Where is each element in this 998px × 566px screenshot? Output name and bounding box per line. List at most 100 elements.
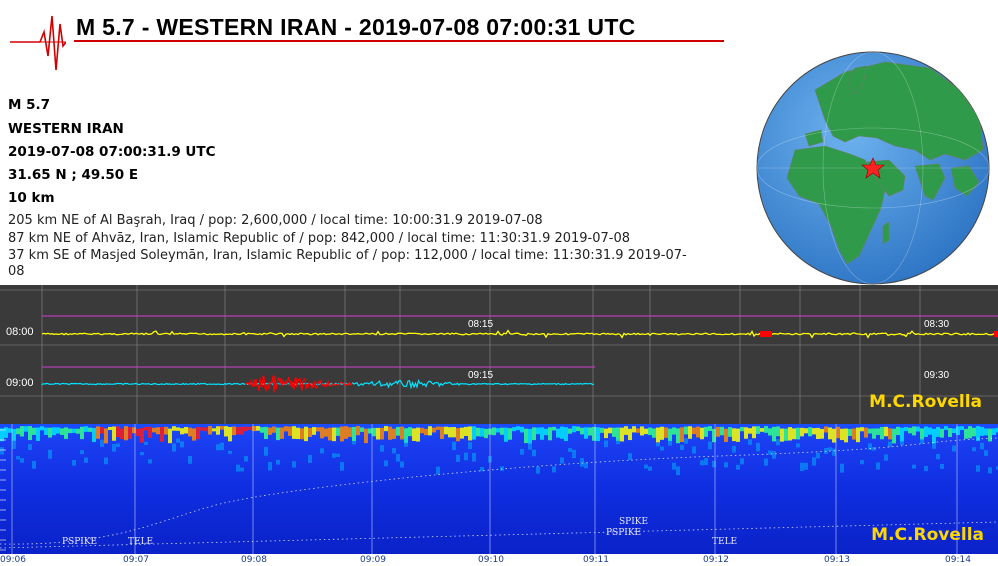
spectrogram-cell (288, 426, 292, 436)
spectrogram-cell (700, 427, 704, 440)
spectrogram-cell (80, 450, 84, 455)
event-datetime: 2019-07-08 07:00:31.9 UTC (8, 144, 216, 160)
spectrogram-cell (920, 428, 924, 440)
spectrogram-cell (980, 442, 984, 450)
spectrogram-cell (464, 452, 468, 461)
spectrogram-cell (592, 426, 596, 441)
spectrogram-cell (224, 426, 228, 437)
event-region: WESTERN IRAN (8, 121, 124, 137)
spectrogram-cell (572, 449, 576, 459)
spectrogram-cell (8, 428, 12, 433)
spectrogram-cell (960, 426, 964, 431)
spectrogram-cell (332, 453, 336, 458)
spectrogram-cell (20, 426, 24, 437)
spectrogram-cell (568, 448, 572, 452)
spectrogram-annotation-1: PSPIKE (62, 537, 98, 547)
spectrogram-cell (4, 427, 8, 438)
spectrogram-cell (544, 428, 548, 436)
spectrogram-time-label: 09:13 (824, 555, 850, 565)
spectrogram-cell (848, 428, 852, 436)
spectrogram-cell (912, 464, 916, 469)
spectrogram-cell (308, 454, 312, 463)
spectrogram-cell (668, 428, 672, 442)
spectrogram-cell (120, 428, 124, 440)
spectrogram-cell (252, 426, 256, 432)
seismogram-traces (0, 285, 998, 424)
spectrogram-cell (176, 438, 180, 443)
spectrogram-cell (664, 427, 668, 438)
spectrogram-cell (636, 428, 640, 433)
spectrogram-cell (996, 466, 998, 470)
spectrogram-cell (140, 451, 144, 456)
spectrogram-cell (972, 427, 976, 437)
spectrogram-cell (532, 449, 536, 457)
spectrogram-cell (476, 427, 480, 437)
spectrogram-cell (60, 428, 64, 435)
spectrogram-cell (932, 428, 936, 444)
spectrogram-cell (872, 428, 876, 439)
spectrogram-cell (744, 427, 748, 439)
spectrogram-cell (640, 426, 644, 436)
spectrogram-cell (616, 438, 620, 445)
spectrogram-credit: M.C.Rovella (871, 525, 984, 545)
spectrogram-cell (272, 426, 276, 433)
spectrogram-cell (24, 426, 28, 432)
spectrogram-cell (708, 441, 712, 450)
nearby-city-1: 205 km NE of Al Başrah, Iraq / pop: 2,60… (8, 213, 543, 228)
spectrogram-cell (868, 443, 872, 450)
spectrogram-cell (200, 427, 204, 431)
spectrogram-cell (868, 428, 872, 434)
spectrogram-cell (152, 427, 156, 433)
spectrogram-cell (900, 427, 904, 442)
spectrogram-cell (144, 426, 148, 431)
spectrogram-cell (0, 428, 4, 442)
spectrogram-cell (144, 441, 148, 445)
spectrogram-cell (240, 467, 244, 472)
spectrogram-cell (588, 427, 592, 436)
spectrogram-cell (828, 427, 832, 440)
spectrogram-cell (48, 427, 52, 438)
spectrogram-cell (484, 428, 488, 439)
spectrogram-curve (0, 437, 998, 545)
spectrogram-cell (840, 463, 844, 473)
spectrogram-cell (892, 428, 896, 444)
spectrogram-cell (972, 447, 976, 452)
spectrogram-cell (796, 443, 800, 448)
spectrogram-cell (388, 426, 392, 440)
spectrogram-cell (228, 450, 232, 454)
spectrogram-cell (524, 428, 528, 444)
spectrogram-image (0, 424, 998, 566)
spectrogram-cell (764, 426, 768, 433)
spectrogram-cell (660, 446, 664, 451)
spectrogram-cell (76, 428, 80, 434)
spectrogram-cell (712, 428, 716, 443)
spectrogram-cell (804, 428, 808, 434)
spectrogram-cell (432, 427, 436, 433)
seismogram-row-label-1: 08:00 (6, 326, 34, 338)
spectrogram-cell (532, 427, 536, 441)
spectrogram-cell (236, 464, 240, 472)
seismogram-mark-1: 08:15 (468, 319, 494, 330)
spectrogram-cell (708, 426, 712, 431)
spectrogram-cell (104, 457, 108, 465)
spectrogram-cell (408, 427, 412, 437)
spectrogram-annotation-2: TELE (128, 537, 154, 547)
spectrogram-cell (624, 426, 628, 435)
spectrogram-cell (128, 427, 132, 439)
seismograph-wave-icon (10, 15, 66, 71)
spectrogram-cell (40, 426, 44, 431)
spectrogram-cell (424, 428, 428, 436)
spectrogram-time-label: 09:07 (123, 555, 149, 565)
spectrogram-cell (372, 427, 376, 437)
event-depth: 10 km (8, 190, 55, 206)
spectrogram-cell (908, 427, 912, 434)
spectrogram-cell (956, 426, 960, 435)
seismogram-event-trace (244, 375, 353, 393)
spectrogram-cell (508, 428, 512, 440)
spectrogram-cell (216, 444, 220, 451)
spectrogram-cell (816, 452, 820, 459)
spectrogram-cell (672, 462, 676, 470)
spectrogram-cell (168, 428, 172, 444)
spectrogram-cell (292, 426, 296, 439)
spectrogram-cell (644, 428, 648, 435)
